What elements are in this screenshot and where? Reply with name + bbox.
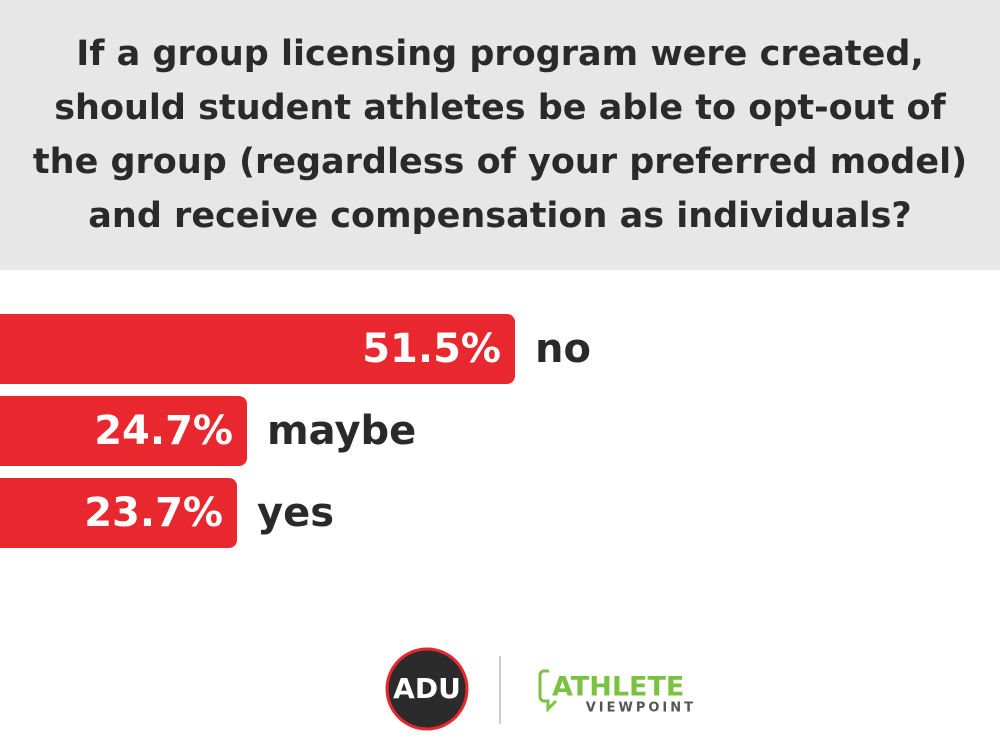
bar — [0, 314, 515, 384]
viewpoint-text: VIEWPOINT — [586, 701, 696, 716]
value-label: 24.7% — [94, 408, 233, 454]
category-label: no — [535, 326, 591, 372]
adu-text: ADU — [393, 672, 461, 705]
chart-title: If a group licensing program were create… — [32, 34, 968, 236]
athlete-logo-bubble — [538, 669, 558, 713]
value-label: 51.5% — [362, 326, 501, 372]
value-label: 23.7% — [84, 490, 223, 536]
header: If a group licensing program were create… — [0, 0, 1000, 270]
adu-logo — [385, 647, 469, 731]
bar — [0, 478, 237, 548]
bar — [0, 396, 247, 466]
category-label: yes — [257, 490, 334, 536]
athlete-text: ATHLETE — [552, 672, 684, 703]
category-label: maybe — [267, 408, 416, 454]
